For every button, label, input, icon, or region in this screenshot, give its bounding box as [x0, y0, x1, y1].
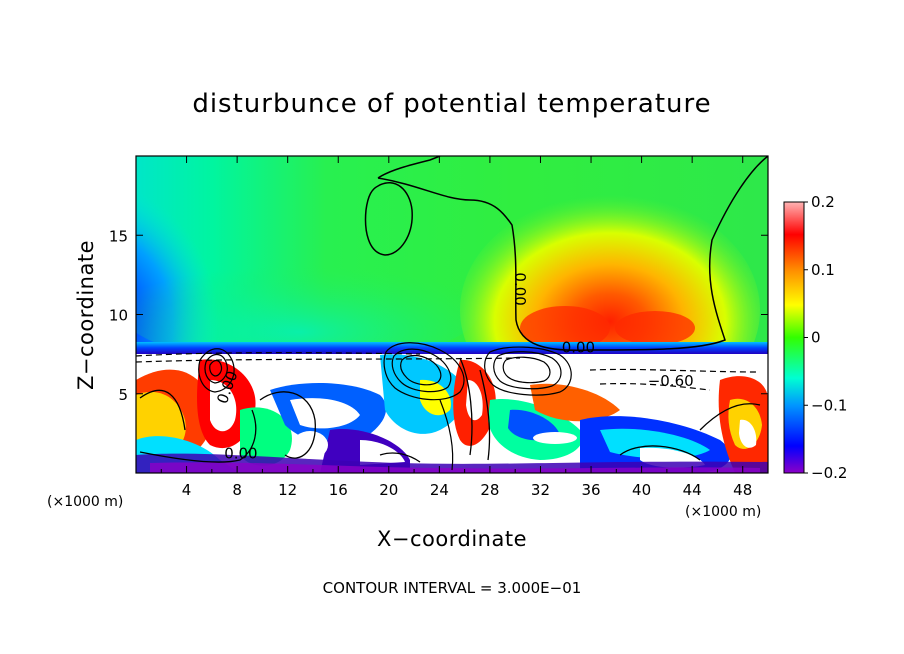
x-tick-label: 20: [379, 481, 398, 499]
y-axis-title: Z−coordinate: [74, 240, 98, 390]
colorbar-tick-label: 0.2: [811, 193, 835, 211]
x-tick-label: 24: [430, 481, 449, 499]
y-tick-label: 15: [109, 227, 128, 245]
contour-label: 0.00: [224, 445, 257, 463]
x-tick-label: 28: [480, 481, 499, 499]
colorbar-tick-label: −0.1: [811, 396, 847, 414]
colorbar-ticks: 0.2 0.1 0 −0.1 −0.2: [804, 193, 847, 482]
x-tick-label: 36: [581, 481, 600, 499]
x-tick-label: 8: [232, 481, 242, 499]
x-tick-label: 4: [182, 481, 192, 499]
x-tick-label: 32: [531, 481, 550, 499]
x-tick-label: 48: [733, 481, 752, 499]
x-tick-label: 40: [632, 481, 651, 499]
y-axis-ticks: 5 10 15: [109, 227, 768, 404]
x-tick-label: 16: [329, 481, 348, 499]
contour-lines: [136, 156, 768, 471]
contour-label: −0.60: [648, 372, 694, 390]
colorbar-tick-label: 0: [811, 329, 821, 347]
colorbar: 0.2 0.1 0 −0.1 −0.2: [783, 193, 847, 482]
x-tick-label: 44: [683, 481, 702, 499]
x-axis-ticks: 4 8 12 16 20 24 28 32 36 40 44 48: [160, 156, 752, 499]
y-tick-label: 10: [109, 307, 128, 325]
contour-interval-note: CONTOUR INTERVAL = 3.000E−01: [323, 579, 582, 597]
heatmap-field: [136, 156, 768, 473]
y-tick-label: 5: [118, 386, 128, 404]
contour-label: 0.00: [511, 272, 529, 305]
colorbar-tick-label: 0.1: [811, 261, 835, 279]
x-unit-label-left: (×1000 m): [47, 494, 123, 510]
x-axis-title: X−coordinate: [377, 527, 527, 551]
x-tick-label: 12: [278, 481, 297, 499]
x-unit-label-right: (×1000 m): [685, 504, 761, 520]
chart-title: disturbunce of potential temperature: [192, 89, 711, 119]
colorbar-gradient: [783, 201, 805, 474]
contour-label: 0.00: [562, 339, 595, 357]
colorbar-tick-label: −0.2: [811, 464, 847, 482]
